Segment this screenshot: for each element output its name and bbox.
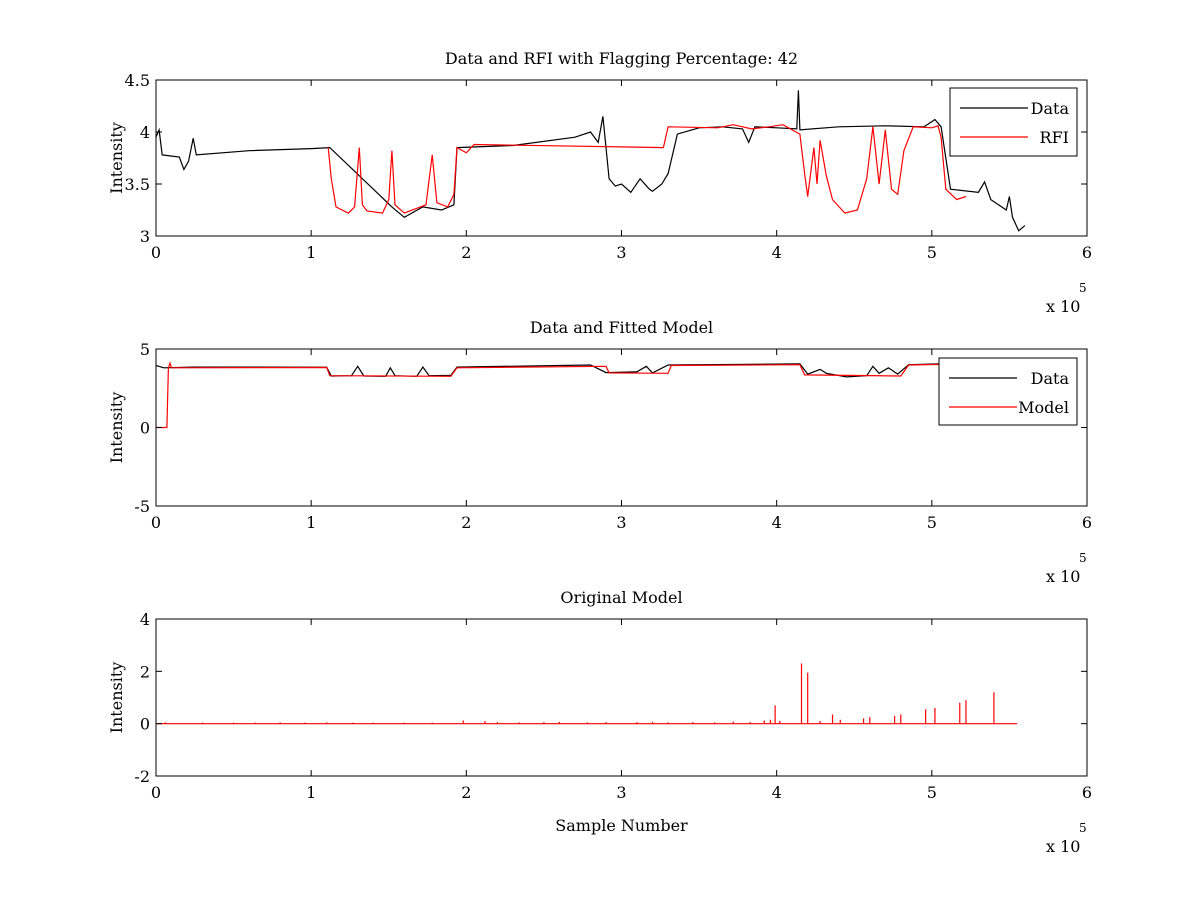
x-tick-label: 4 <box>772 243 782 262</box>
plot-area <box>155 618 1088 777</box>
y-tick-label: 3.5 <box>125 175 150 194</box>
y-tick-label: -2 <box>134 767 150 786</box>
series-group <box>156 663 1018 725</box>
x-tick-label: 0 <box>151 243 161 262</box>
x-tick-label: 5 <box>927 513 937 532</box>
legend-label: Model <box>1018 398 1069 417</box>
y-tick-label: 4 <box>140 123 150 142</box>
x-tick-label: 0 <box>151 783 161 802</box>
legend-label: Data <box>1031 369 1070 388</box>
legend-label: RFI <box>1040 128 1069 147</box>
plot-area <box>155 348 1088 507</box>
y-tick-label: -5 <box>134 497 150 516</box>
x-tick-label: 2 <box>461 243 471 262</box>
x-tick-label: 2 <box>461 783 471 802</box>
x-multiplier-exponent: 5 <box>1079 821 1087 835</box>
plot-area <box>155 79 1088 237</box>
x-tick-label: 1 <box>306 783 316 802</box>
y-axis-label: Intensity <box>107 122 126 194</box>
y-axis-label: Intensity <box>107 392 126 464</box>
series-group <box>156 90 1026 232</box>
y-tick-label: 0 <box>140 715 150 734</box>
x-tick-label: 5 <box>927 783 937 802</box>
x-tick-label: 6 <box>1082 783 1092 802</box>
chart-title: Data and RFI with Flagging Percentage: 4… <box>445 49 798 68</box>
series-group <box>156 361 957 429</box>
x-tick-label: 1 <box>306 513 316 532</box>
x-tick-label: 3 <box>616 243 626 262</box>
series-model-line <box>156 361 954 429</box>
x-multiplier-exponent: 5 <box>1079 281 1087 295</box>
x-tick-label: 4 <box>772 513 782 532</box>
y-tick-label: 4.5 <box>125 71 150 90</box>
x-tick-label: 0 <box>151 513 161 532</box>
legend-label: Data <box>1031 99 1070 118</box>
x-multiplier-label: x 10 <box>1046 297 1080 316</box>
y-axis-label: Intensity <box>107 662 126 734</box>
legend: Data RFI <box>949 87 1078 157</box>
chart-panel-1: 0 1 2 3 4 5 6 3 3.5 4 4.5 Data and RFI with Flaggin… <box>107 49 1092 316</box>
legend: Data Model <box>938 357 1078 426</box>
x-tick-label: 1 <box>306 243 316 262</box>
x-multiplier-label: x 10 <box>1046 837 1080 856</box>
legend-box <box>938 357 1078 426</box>
y-tick-label: 2 <box>140 662 150 681</box>
x-tick-label: 2 <box>461 513 471 532</box>
x-tick-label: 5 <box>927 243 937 262</box>
y-tick-label: 0 <box>140 419 150 438</box>
series-data-line <box>156 90 1026 232</box>
x-tick-label: 3 <box>616 783 626 802</box>
y-tick-label: 5 <box>140 340 150 359</box>
x-multiplier-exponent: 5 <box>1079 551 1087 565</box>
y-tick-label: 4 <box>140 610 150 629</box>
x-multiplier-label: x 10 <box>1046 567 1080 586</box>
x-tick-label: 4 <box>772 783 782 802</box>
x-tick-label: 3 <box>616 513 626 532</box>
series-data-line <box>156 363 957 378</box>
x-tick-label: 6 <box>1082 243 1092 262</box>
chart-title: Original Model <box>560 588 682 607</box>
chart-title: Data and Fitted Model <box>530 318 713 337</box>
x-tick-label: 6 <box>1082 513 1092 532</box>
y-tick-label: 3 <box>140 227 150 246</box>
x-axis-label: Sample Number <box>555 816 688 835</box>
series-rfi-line <box>327 124 967 214</box>
legend-box <box>949 87 1078 157</box>
